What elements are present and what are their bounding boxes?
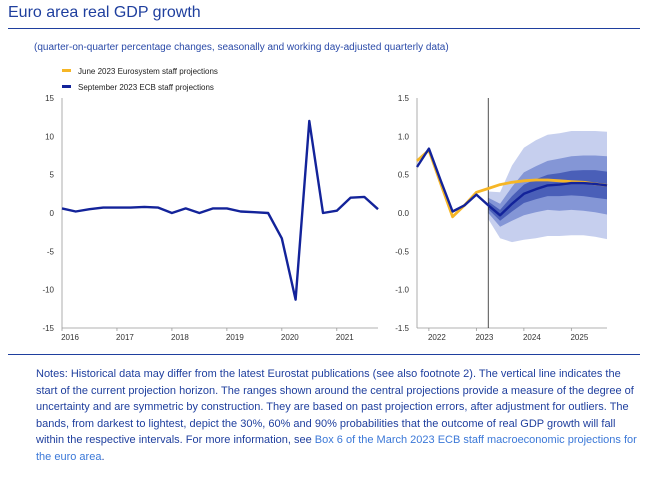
notes-end: . <box>101 450 105 463</box>
legend-label-june: June 2023 Eurosystem staff projections <box>78 67 218 76</box>
chart-title: Euro area real GDP growth <box>8 4 201 21</box>
right-x-tick-label: 2024 <box>523 333 541 342</box>
left-x-tick-label: 2020 <box>281 333 299 342</box>
right-y-tick-label: 1.5 <box>398 94 410 103</box>
notes-rule <box>8 354 640 355</box>
legend: June 2023 Eurosystem staff projections S… <box>62 67 218 92</box>
left-y-tick-label: 5 <box>50 171 55 180</box>
left-x-tick-label: 2021 <box>336 333 354 342</box>
left-y-tick-label: -15 <box>42 324 54 333</box>
chart-subtitle: (quarter-on-quarter percentage changes, … <box>34 42 449 53</box>
left-x-tick-label: 2016 <box>61 333 79 342</box>
right-y-tick-label: -0.5 <box>395 247 409 256</box>
legend-swatch-june <box>62 69 71 72</box>
right-y-tick-label: 0.0 <box>398 209 410 218</box>
right-panel: 1.5 1.0 0.5 0.0 -0.5 -1.0 -1.5 2022 2023 2024 2025 <box>395 94 608 342</box>
right-x-tick-label: 2025 <box>570 333 588 342</box>
left-y-tick-label: -10 <box>42 286 54 295</box>
left-panel: 15 10 5 0 -5 -10 -15 2016 2017 2018 2019 2020 2021 <box>42 94 379 342</box>
right-y-tick-label: -1.0 <box>395 286 409 295</box>
left-y-tick-label: -5 <box>47 247 55 256</box>
right-y-tick-label: 1.0 <box>398 132 410 141</box>
legend-swatch-september <box>62 85 71 88</box>
right-x-tick-label: 2023 <box>475 333 493 342</box>
left-series-september-line <box>61 119 379 301</box>
left-x-tick-label: 2018 <box>171 333 189 342</box>
left-y-tick-label: 0 <box>50 209 55 218</box>
left-y-tick-label: 10 <box>45 132 54 141</box>
notes-text: Notes: Historical data may differ from t… <box>36 368 634 446</box>
title-rule <box>8 28 640 29</box>
left-y-tick-label: 15 <box>45 94 54 103</box>
right-x-tick-label: 2022 <box>428 333 446 342</box>
right-series-june-line <box>416 148 608 219</box>
legend-label-september: September 2023 ECB staff projections <box>78 83 214 92</box>
right-y-tick-label: 0.5 <box>398 171 410 180</box>
right-series-september-line <box>415 147 608 217</box>
right-y-tick-label: -1.5 <box>395 324 409 333</box>
chart-canvas: June 2023 Eurosystem staff projections S… <box>42 67 608 342</box>
notes: Notes: Historical data may differ from t… <box>36 366 642 465</box>
left-x-tick-label: 2019 <box>226 333 244 342</box>
left-x-tick-label: 2017 <box>116 333 134 342</box>
notes-link[interactable]: Box 6 of the March 2023 ECB staff macroe… <box>36 434 637 463</box>
